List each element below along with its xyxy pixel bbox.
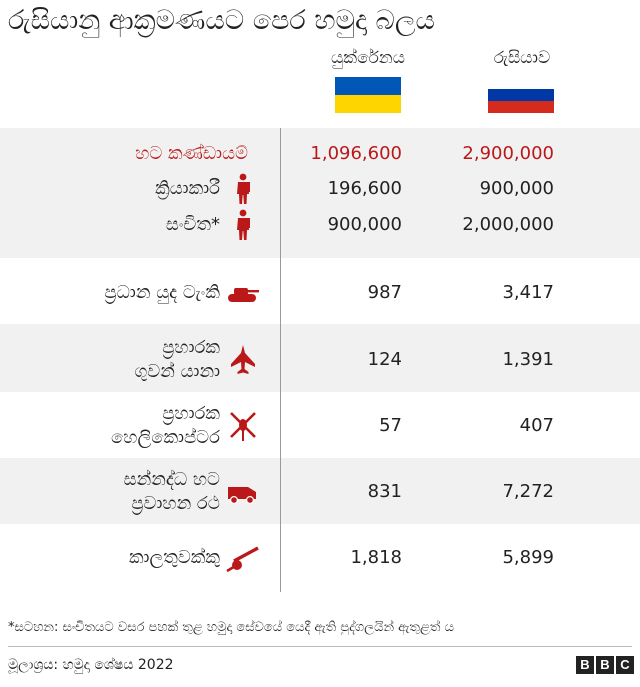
value-ukraine: 831 [367,481,402,502]
comparison-table [0,128,640,592]
column-label-russia: රුසියාව [493,48,551,68]
row-label: කාලතුවක්කු [128,547,220,568]
soldier-icon [226,172,260,206]
flag-band [335,95,401,113]
artillery-icon [226,541,260,575]
row-band-jets [0,324,640,392]
row-label: හට කණ්ඩායම් [135,143,248,164]
value-ukraine: 1,096,600 [310,143,402,164]
value-ukraine: 1,818 [350,547,402,568]
row-band-helicopters [0,392,640,458]
value-ukraine: 57 [379,415,402,436]
bbc-logo-letter-2: B [596,656,614,674]
row-label-line: සන්නද්ධ හට [123,469,220,490]
table-row-helicopters: ප්‍රහාරක හෙලිකොප්ටර 57 407 [0,402,640,450]
tank-icon [226,276,260,310]
bbc-logo-letter-3: C [616,656,634,674]
row-label-line: ගුවන් යානා [134,361,220,382]
value-ukraine: 196,600 [327,178,402,199]
row-label-line: ප්‍රහාරක [162,403,220,424]
source-note: මූලාශ්‍රය: හමුදා ශේෂය 2022 [8,657,174,673]
flag-band [488,77,554,89]
row-band-artillery [0,524,640,592]
russia-flag-icon [488,77,554,113]
value-russia: 2,900,000 [462,143,554,164]
soldier-icon [226,208,260,242]
ukraine-flag-icon [335,77,401,113]
bbc-logo-letter-1: B [576,656,594,674]
value-russia: 5,899 [502,547,554,568]
value-ukraine: 124 [367,349,402,370]
value-russia: 7,272 [502,481,554,502]
column-divider [280,128,281,592]
row-label-line: ප්‍රහාරක [162,337,220,358]
table-row-active: ක්‍රියාකාරී 196,600 900,000 [0,172,640,206]
table-row-artillery: කාලතුවක්කු 1,818 5,899 [0,541,640,575]
row-label-line: හෙලිකොප්ටර [111,427,220,448]
row-band-troops [0,128,640,258]
row-label: ක්‍රියාකාරී [155,178,220,199]
footnote: *සටහන: සංචිතයට වසර පහක් තුළ හමුදා සේවයේ … [8,620,454,635]
row-band-vehicles [0,458,640,524]
row-label: ප්‍රහාරක ගුවන් යානා [134,336,220,384]
row-label: සංචිත* [165,214,220,235]
row-label: සන්නද්ධ හට ප්‍රවාහන රථ [124,468,220,516]
row-band-tanks [0,258,640,324]
table-row-vehicles: සන්නද්ධ හට ප්‍රවාහන රථ 831 7,272 [0,468,640,516]
table-row-reserve: සංචිත* 900,000 2,000,000 [0,208,640,242]
value-russia: 407 [519,415,554,436]
helicopter-icon [226,409,260,443]
armoured-vehicle-icon [226,475,260,509]
row-label-line: ප්‍රවාහන රථ [131,493,220,514]
row-label: ප්‍රධාන යුද ටැංකි [104,282,220,303]
footer-rule [8,646,632,647]
table-row-tanks: ප්‍රධාන යුද ටැංකි 987 3,417 [0,276,640,310]
value-ukraine: 900,000 [327,214,402,235]
jet-icon [226,343,260,377]
flag-band [488,101,554,113]
column-label-ukraine: යුක්රේනය [331,48,405,68]
value-ukraine: 987 [367,282,402,303]
row-label: ප්‍රහාරක හෙලිකොප්ටර [111,402,220,450]
flag-band [488,89,554,101]
chart-title: රුසියානු ආක්‍රමණයට පෙර හමුදා බලය [8,5,435,36]
value-russia: 3,417 [502,282,554,303]
value-russia: 900,000 [479,178,554,199]
value-russia: 1,391 [502,349,554,370]
value-russia: 2,000,000 [462,214,554,235]
table-row-troops: හට කණ්ඩායම් 1,096,600 2,900,000 [0,137,640,171]
flag-band [335,77,401,95]
table-row-jets: ප්‍රහාරක ගුවන් යානා 124 1,391 [0,336,640,384]
